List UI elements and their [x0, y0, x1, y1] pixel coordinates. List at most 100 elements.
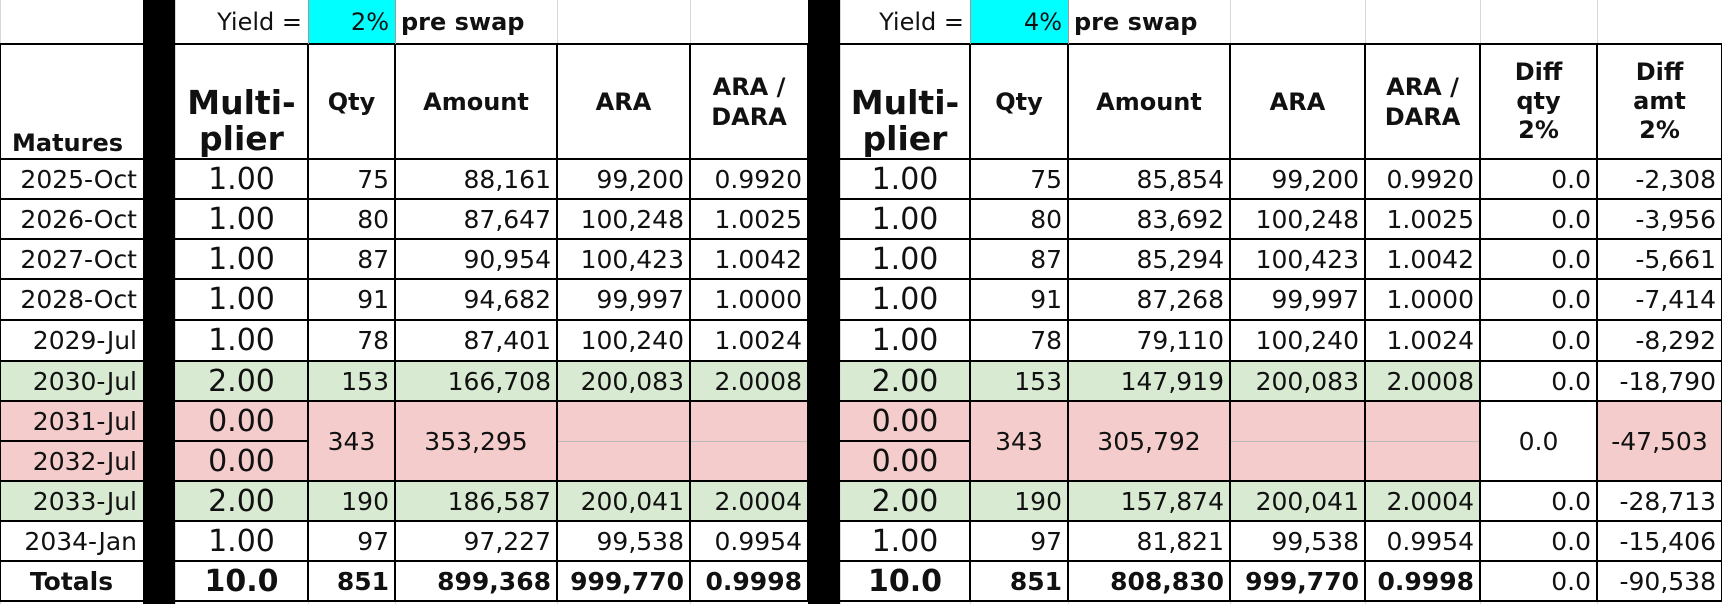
cell-ara-dara-left[interactable]: 0.9954: [714, 526, 802, 556]
cell-diff-qty[interactable]: 0.0: [1551, 326, 1591, 355]
cell-matures[interactable]: 2027-Oct: [20, 244, 137, 274]
cell-ara-left[interactable]: 200,041: [580, 486, 684, 516]
pre-swap-label-right[interactable]: pre swap: [1074, 8, 1198, 36]
cell-ara-dara-right[interactable]: 2.0004: [1386, 486, 1474, 516]
yield-label-right[interactable]: Yield =: [879, 8, 964, 36]
header-multiplier-left[interactable]: Multi- plier: [187, 83, 296, 158]
cell-ara-right[interactable]: 99,997: [1271, 285, 1359, 314]
cell-diff-qty[interactable]: 0.0: [1551, 366, 1591, 396]
total-qty-left[interactable]: 851: [336, 566, 389, 596]
cell-matures[interactable]: 2030-Jul: [32, 366, 137, 396]
cell-qty-right[interactable]: 80: [1030, 204, 1062, 234]
cell-diff-amt[interactable]: -7,414: [1635, 285, 1716, 314]
cell-multiplier-right[interactable]: 2.00: [871, 363, 939, 399]
total-multiplier-right[interactable]: 10.0: [867, 563, 943, 599]
cell-multiplier-left[interactable]: 1.00: [208, 323, 275, 358]
header-diff-amt[interactable]: Diff amt 2%: [1633, 58, 1686, 144]
cell-ara-dara-left[interactable]: 2.0008: [714, 366, 802, 396]
cell-amount-left[interactable]: 186,587: [447, 486, 551, 516]
cell-amount-right[interactable]: 79,110: [1136, 326, 1224, 355]
cell-qty-left[interactable]: 190: [341, 486, 389, 516]
cell-amount-right[interactable]: 305,792: [1097, 426, 1201, 456]
total-ara-right[interactable]: 999,770: [1245, 566, 1359, 596]
cell-matures[interactable]: 2028-Oct: [20, 285, 137, 314]
cell-amount-left[interactable]: 87,647: [463, 204, 551, 234]
cell-qty-right[interactable]: 97: [1030, 526, 1062, 556]
cell-ara-left[interactable]: 200,083: [580, 366, 684, 396]
total-diff-qty[interactable]: 0.0: [1551, 566, 1591, 596]
cell-qty-left[interactable]: 78: [357, 326, 389, 355]
header-matures[interactable]: Matures: [12, 129, 124, 157]
cell-multiplier-right[interactable]: 1.00: [871, 323, 939, 358]
cell-ara-dara-right[interactable]: 1.0000: [1386, 285, 1474, 314]
cell-matures[interactable]: 2033-Jul: [32, 486, 137, 516]
yield-value-right[interactable]: 4%: [1023, 8, 1062, 36]
cell-multiplier-left[interactable]: 2.00: [208, 483, 275, 519]
cell-diff-amt[interactable]: -8,292: [1635, 326, 1716, 355]
cell-multiplier-right[interactable]: 2.00: [871, 483, 939, 519]
cell-qty-left[interactable]: 91: [357, 285, 389, 314]
cell-diff-amt[interactable]: -28,713: [1619, 486, 1717, 516]
cell-multiplier-right[interactable]: 1.00: [871, 241, 939, 277]
cell-ara-left[interactable]: 100,248: [580, 204, 684, 234]
cell-ara-dara-left[interactable]: 0.9920: [714, 164, 802, 194]
cell-qty-left[interactable]: 75: [357, 164, 389, 194]
cell-qty-right[interactable]: 78: [1030, 326, 1062, 355]
cell-matures[interactable]: 2029-Jul: [32, 326, 137, 355]
cell-qty-left[interactable]: 153: [341, 366, 389, 396]
cell-amount-left[interactable]: 88,161: [463, 164, 551, 194]
total-ara-dara-left[interactable]: 0.9998: [705, 566, 802, 596]
cell-ara-dara-right[interactable]: 1.0042: [1386, 244, 1474, 274]
cell-ara-dara-left[interactable]: 1.0000: [714, 285, 802, 314]
header-ara-left[interactable]: ARA: [595, 87, 652, 116]
cell-multiplier-left[interactable]: 1.00: [208, 523, 275, 559]
cell-amount-left[interactable]: 97,227: [463, 526, 551, 556]
cell-qty-right[interactable]: 190: [1014, 486, 1062, 516]
cell-multiplier-right[interactable]: 1.00: [871, 161, 939, 197]
cell-qty-left[interactable]: 87: [357, 244, 389, 274]
cell-ara-right[interactable]: 200,041: [1255, 486, 1359, 516]
cell-ara-right[interactable]: 99,200: [1271, 164, 1359, 194]
cell-multiplier-right[interactable]: 0.00: [871, 443, 939, 479]
cell-diff-qty[interactable]: 0.0: [1551, 526, 1591, 556]
cell-qty-left[interactable]: 80: [357, 204, 389, 234]
cell-ara-dara-right[interactable]: 0.9920: [1386, 164, 1474, 194]
cell-amount-right[interactable]: 147,919: [1120, 366, 1224, 396]
header-amount-right[interactable]: Amount: [1096, 87, 1202, 116]
cell-amount-left[interactable]: 166,708: [447, 366, 551, 396]
cell-qty-right[interactable]: 153: [1014, 366, 1062, 396]
pre-swap-label-left[interactable]: pre swap: [401, 8, 525, 36]
cell-diff-qty[interactable]: 0.0: [1551, 285, 1591, 314]
cell-ara-dara-right[interactable]: 2.0008: [1386, 366, 1474, 396]
cell-diff-amt[interactable]: -2,308: [1635, 164, 1716, 194]
total-ara-left[interactable]: 999,770: [570, 566, 684, 596]
cell-diff-amt[interactable]: -47,503: [1611, 426, 1708, 456]
cell-multiplier-left[interactable]: 1.00: [208, 161, 275, 197]
cell-matures[interactable]: 2025-Oct: [20, 164, 137, 194]
cell-amount-right[interactable]: 81,821: [1136, 526, 1224, 556]
cell-multiplier-right[interactable]: 0.00: [871, 403, 939, 439]
cell-multiplier-right[interactable]: 1.00: [871, 523, 939, 559]
cell-qty-right[interactable]: 91: [1030, 285, 1062, 314]
cell-amount-right[interactable]: 157,874: [1120, 486, 1224, 516]
cell-ara-right[interactable]: 99,538: [1271, 526, 1359, 556]
cell-ara-dara-right[interactable]: 0.9954: [1386, 526, 1474, 556]
cell-ara-dara-left[interactable]: 2.0004: [714, 486, 802, 516]
cell-totals-label[interactable]: Totals: [29, 566, 114, 596]
cell-ara-left[interactable]: 100,423: [580, 244, 684, 274]
cell-qty-right[interactable]: 87: [1030, 244, 1062, 274]
cell-ara-right[interactable]: 200,083: [1255, 366, 1359, 396]
header-qty-left[interactable]: Qty: [327, 87, 376, 116]
header-ara-dara-right[interactable]: ARA / DARA: [1384, 72, 1461, 131]
cell-multiplier-left[interactable]: 2.00: [208, 363, 275, 399]
cell-amount-left[interactable]: 353,295: [424, 426, 528, 456]
cell-qty-right[interactable]: 343: [995, 426, 1043, 456]
cell-amount-right[interactable]: 83,692: [1136, 204, 1224, 234]
cell-diff-qty[interactable]: 0.0: [1551, 244, 1591, 274]
cell-ara-dara-left[interactable]: 1.0042: [714, 244, 802, 274]
cell-diff-amt[interactable]: -18,790: [1619, 366, 1717, 396]
cell-diff-amt[interactable]: -15,406: [1619, 526, 1717, 556]
cell-amount-right[interactable]: 85,294: [1136, 244, 1224, 274]
header-ara-right[interactable]: ARA: [1269, 87, 1326, 116]
